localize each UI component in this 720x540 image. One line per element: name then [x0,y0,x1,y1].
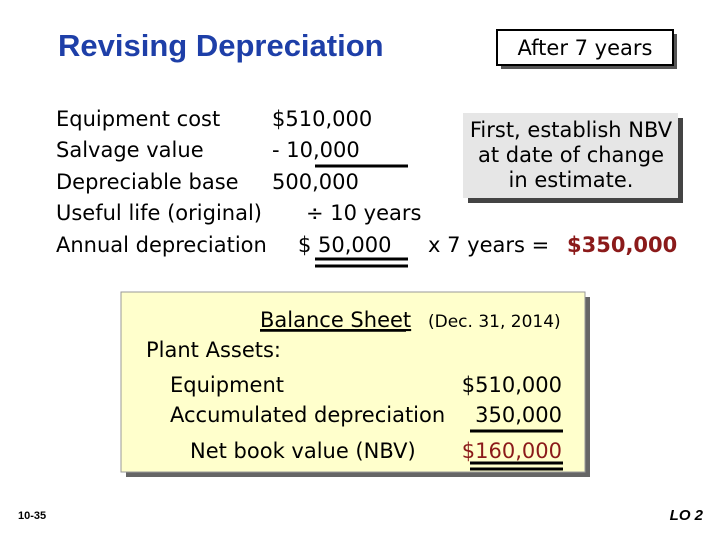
row-label: Salvage value [56,138,204,162]
row-label: Net book value (NBV) [190,439,416,463]
row-value: $510,000 [462,373,562,397]
sheet-date: (Dec. 31, 2014) [428,312,561,332]
row-value: $510,000 [272,107,372,131]
row-value: 350,000 [475,403,562,427]
sheet-heading: Balance Sheet [260,308,411,332]
title: Revising Depreciation [58,28,384,63]
result: $350,000 [567,233,677,257]
badge: After 7 years [518,36,653,60]
callout-line: in estimate. [509,168,634,192]
objective: LO 2 [670,507,704,524]
badge-box [496,29,674,66]
callout-box [463,113,678,198]
sheet-box [120,291,586,473]
callout-line: at date of change [478,143,664,167]
row-value: ÷ 10 years [306,201,421,225]
row-value: $160,000 [462,439,562,463]
row-label: Annual depreciation [56,233,267,257]
section: Plant Assets: [146,338,281,362]
callout-line: First, establish NBV [470,118,673,142]
row-value: $ 50,000 [298,233,392,257]
operation: x 7 years = [428,233,549,257]
row-label: Accumulated depreciation [170,403,445,427]
row-value: 500,000 [272,170,359,194]
row-label: Equipment cost [56,107,220,131]
row-label: Useful life (original) [56,201,262,225]
row-value: - 10,000 [272,138,360,162]
row-label: Equipment [170,373,284,397]
row-label: Depreciable base [56,170,239,194]
slide-number: 10-35 [18,510,46,522]
